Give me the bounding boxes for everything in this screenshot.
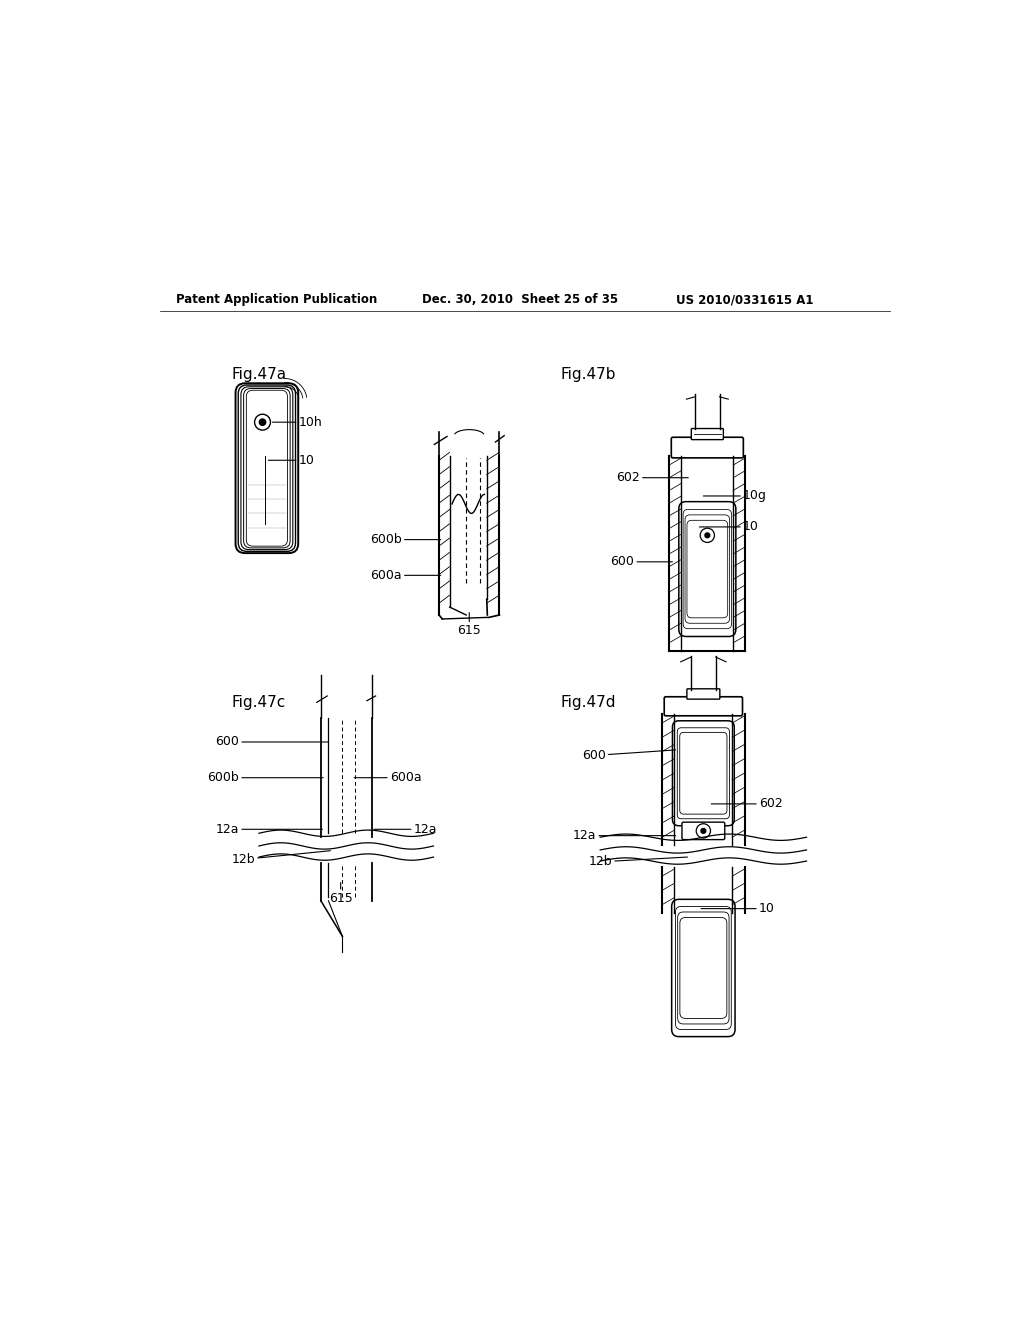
Text: 12b: 12b [231, 850, 331, 866]
Text: 10h: 10h [272, 416, 323, 429]
FancyBboxPatch shape [687, 689, 720, 700]
Text: US 2010/0331615 A1: US 2010/0331615 A1 [676, 293, 813, 306]
Text: 600a: 600a [370, 569, 440, 582]
Text: Fig.47a: Fig.47a [231, 367, 287, 381]
Circle shape [259, 418, 265, 425]
Text: 602: 602 [616, 471, 688, 484]
Text: Fig.47d: Fig.47d [560, 694, 616, 710]
FancyBboxPatch shape [665, 697, 742, 715]
Text: 600: 600 [582, 748, 676, 762]
Circle shape [705, 533, 710, 537]
Text: Fig.47c: Fig.47c [231, 694, 286, 710]
Text: 600b: 600b [207, 771, 324, 784]
Text: 12a: 12a [572, 829, 676, 842]
Text: 600: 600 [215, 735, 328, 748]
FancyBboxPatch shape [672, 899, 735, 1036]
Circle shape [701, 829, 706, 833]
Text: 12b: 12b [589, 855, 687, 869]
Text: 12a: 12a [216, 822, 323, 836]
Text: 600: 600 [610, 556, 673, 569]
Text: 10: 10 [699, 520, 759, 533]
Text: 12a: 12a [374, 822, 437, 836]
Text: 10: 10 [268, 454, 314, 467]
Text: Patent Application Publication: Patent Application Publication [176, 293, 377, 306]
Text: Dec. 30, 2010  Sheet 25 of 35: Dec. 30, 2010 Sheet 25 of 35 [422, 293, 617, 306]
FancyBboxPatch shape [672, 437, 743, 458]
Text: 615: 615 [329, 883, 352, 904]
Text: 600a: 600a [354, 771, 422, 784]
FancyBboxPatch shape [679, 502, 736, 636]
Text: 615: 615 [458, 612, 481, 638]
FancyBboxPatch shape [673, 721, 734, 826]
FancyBboxPatch shape [236, 383, 298, 553]
Text: Fig.47b: Fig.47b [560, 367, 616, 381]
FancyBboxPatch shape [691, 429, 723, 440]
Text: 600b: 600b [370, 533, 440, 546]
Text: 10g: 10g [703, 490, 767, 503]
Text: 602: 602 [712, 797, 782, 810]
Text: 10: 10 [701, 902, 775, 915]
FancyBboxPatch shape [682, 822, 725, 840]
